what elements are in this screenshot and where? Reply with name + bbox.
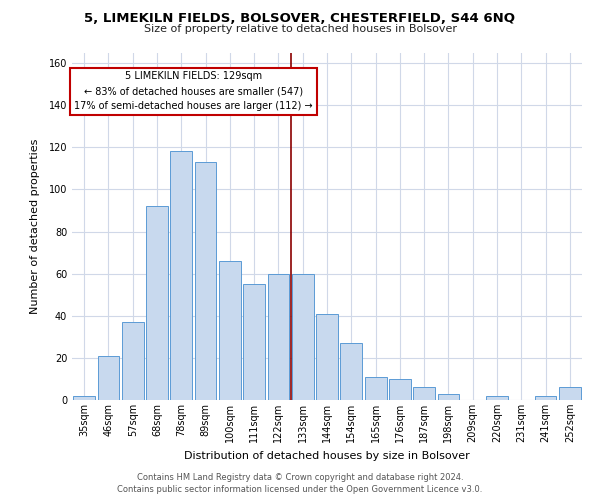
Text: 5, LIMEKILN FIELDS, BOLSOVER, CHESTERFIELD, S44 6NQ: 5, LIMEKILN FIELDS, BOLSOVER, CHESTERFIE… — [85, 12, 515, 26]
Bar — [535, 396, 556, 400]
Bar — [340, 343, 362, 400]
Bar — [486, 396, 508, 400]
Bar — [170, 152, 192, 400]
Text: Contains HM Land Registry data © Crown copyright and database right 2024.
Contai: Contains HM Land Registry data © Crown c… — [118, 472, 482, 494]
X-axis label: Distribution of detached houses by size in Bolsover: Distribution of detached houses by size … — [184, 450, 470, 460]
Text: Size of property relative to detached houses in Bolsover: Size of property relative to detached ho… — [143, 24, 457, 34]
Bar — [97, 356, 119, 400]
Bar — [389, 379, 411, 400]
Bar — [316, 314, 338, 400]
Y-axis label: Number of detached properties: Number of detached properties — [31, 138, 40, 314]
Bar — [194, 162, 217, 400]
Bar — [437, 394, 460, 400]
Bar — [122, 322, 143, 400]
Text: 5 LIMEKILN FIELDS: 129sqm
← 83% of detached houses are smaller (547)
17% of semi: 5 LIMEKILN FIELDS: 129sqm ← 83% of detac… — [74, 72, 313, 111]
Bar — [268, 274, 289, 400]
Bar — [219, 261, 241, 400]
Bar — [559, 388, 581, 400]
Bar — [146, 206, 168, 400]
Bar — [292, 274, 314, 400]
Bar — [365, 377, 386, 400]
Bar — [243, 284, 265, 400]
Bar — [413, 388, 435, 400]
Bar — [73, 396, 95, 400]
